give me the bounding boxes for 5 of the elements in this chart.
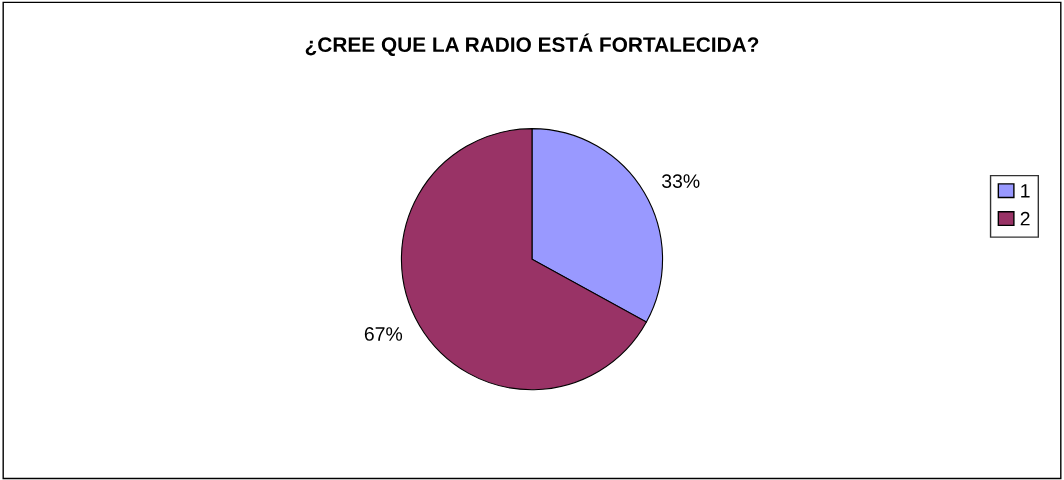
data-label: 33% [661, 174, 700, 188]
legend-label: 2 [1020, 211, 1030, 226]
legend-label: 1 [1021, 184, 1030, 198]
data-label: 67% [364, 327, 403, 341]
chart-title: ¿CREE QUE LA RADIO ESTÁ FORTALECIDA? [305, 33, 759, 56]
